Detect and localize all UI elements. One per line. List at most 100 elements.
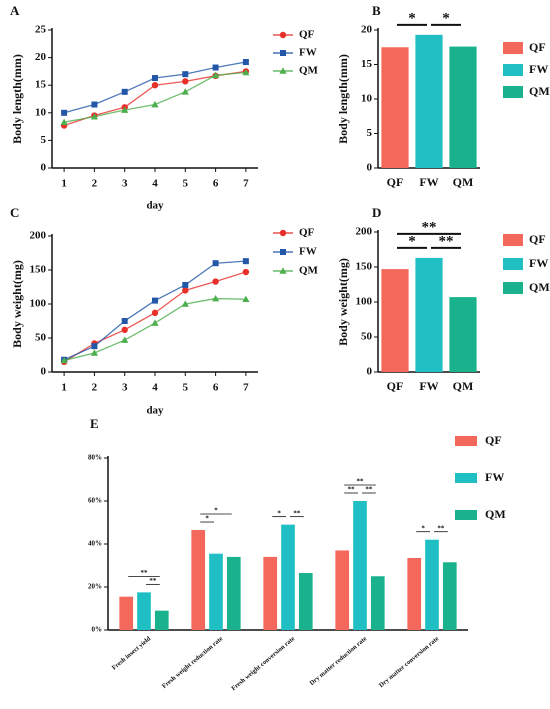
y-axis-label: Body weight(mg) (336, 258, 350, 346)
legend-swatch (455, 510, 477, 520)
point (182, 281, 189, 288)
x-tick-label: 3 (122, 178, 128, 190)
legend-swatch (503, 64, 523, 76)
y-tick-label: 10 (35, 106, 47, 118)
y-tick-label: 25 (35, 24, 47, 36)
significance-label: ** (141, 569, 149, 577)
point (280, 50, 286, 56)
bar (381, 47, 409, 168)
point (60, 118, 68, 125)
legend-swatch (455, 473, 477, 483)
legend-swatch (503, 86, 523, 98)
significance-label: * (408, 10, 416, 26)
point (91, 343, 98, 350)
bar (381, 269, 409, 372)
point (211, 294, 220, 302)
x-tick-label: 3 (122, 382, 128, 394)
y-tick-label: 0% (92, 626, 103, 634)
panel: D Body weight(mg) 0 50 100 150 200 QF QF FW FW QM QM… (336, 205, 550, 393)
point (279, 67, 287, 74)
bar (407, 557, 422, 630)
panel: A Body length(mm) day 0 5 10 15 20 25 1 2 3 4 5 6 7 QF FW… (10, 3, 319, 212)
legend-label: FW (299, 47, 317, 59)
legend-label: QF (299, 29, 315, 41)
point (181, 88, 189, 95)
significance-label: ** (293, 509, 301, 517)
x-tick-label: 1 (61, 382, 67, 394)
point (212, 64, 219, 71)
point (182, 71, 189, 78)
y-tick-label: 15 (35, 79, 47, 91)
bar (449, 297, 477, 372)
x-tick-label: FW (419, 379, 438, 393)
point (152, 297, 158, 304)
point (61, 109, 68, 116)
legend-label: QM (485, 507, 506, 521)
point (151, 82, 159, 89)
point (121, 336, 129, 343)
y-tick-label: 0 (41, 162, 47, 174)
legend-swatch (455, 436, 477, 446)
x-tick-label: FW (419, 175, 438, 189)
point (242, 295, 250, 303)
x-tick-label: 5 (183, 178, 189, 190)
significance-label: ** (348, 486, 356, 494)
point (151, 319, 159, 326)
point (279, 31, 287, 39)
point (211, 71, 220, 79)
series-line (63, 297, 246, 362)
point (90, 113, 99, 120)
x-tick-label: QM (453, 175, 474, 189)
x-tick-label: Dry matter conversion rate (378, 635, 440, 689)
point (91, 101, 98, 108)
panel-letter: D (372, 205, 381, 220)
y-tick-label: 100 (30, 298, 47, 310)
panel-letter: B (372, 3, 381, 18)
y-tick-label: 200 (30, 230, 47, 242)
bar (370, 576, 385, 630)
bar (353, 501, 367, 630)
bar (442, 562, 457, 630)
x-tick-label: QF (387, 175, 404, 189)
legend-label: FW (299, 246, 317, 258)
significance-label: ** (365, 486, 373, 494)
point (242, 68, 250, 76)
legend-label: QF (485, 433, 502, 447)
point (151, 309, 159, 317)
y-tick-label: 0 (41, 366, 47, 378)
point (242, 59, 249, 66)
legend-label: QM (529, 280, 550, 294)
x-tick-label: 5 (183, 382, 189, 394)
legend-label: QM (529, 84, 550, 98)
point (151, 100, 159, 108)
y-tick-label: 50 (35, 332, 47, 344)
point (181, 300, 189, 307)
legend-label: QM (299, 65, 319, 77)
point (212, 278, 219, 285)
y-tick-label: 100 (356, 296, 373, 308)
x-tick-label: 2 (92, 382, 98, 394)
significance-label: * (214, 507, 218, 515)
panel-letter: E (90, 416, 99, 431)
y-tick-label: 0 (367, 366, 373, 378)
x-tick-label: 2 (92, 178, 98, 190)
point (90, 349, 99, 356)
bar (137, 592, 151, 630)
bar (281, 524, 295, 630)
y-tick-label: 20% (88, 583, 102, 591)
x-axis-label: day (146, 200, 164, 212)
panel: C Body weight(mg) day 0 50 100 150 200 1 2 3 4 5 6 7 QF… (10, 205, 319, 417)
point (279, 267, 287, 274)
point (212, 260, 219, 267)
bar (226, 556, 241, 630)
legend-swatch (503, 234, 523, 246)
significance-label: * (421, 524, 425, 532)
y-tick-label: 10 (361, 93, 373, 105)
bar (209, 553, 223, 630)
y-tick-label: 20 (35, 51, 47, 63)
x-tick-label: 7 (243, 178, 249, 190)
legend-label: QM (299, 265, 319, 277)
point (121, 106, 129, 113)
point (121, 326, 128, 334)
x-tick-label: 7 (243, 382, 249, 394)
